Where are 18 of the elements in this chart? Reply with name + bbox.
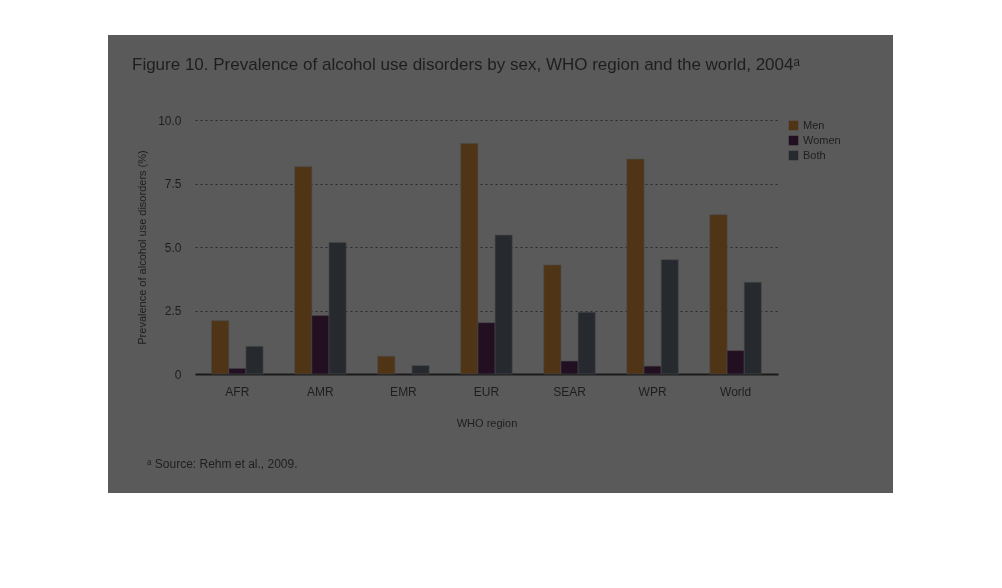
legend-label: Both [803,148,826,161]
y-tick-label: 10.0 [158,113,182,128]
x-tick-label: AFR [225,384,250,399]
chart-title: Figure 10. Prevalence of alcohol use disorders by sex, WHO region and the world, 2004ᵃ [132,55,801,74]
x-axis-title: WHO region [456,416,518,429]
x-tick-label: AMR [307,384,335,399]
x-tick-label: WPR [638,384,667,399]
x-tick-label: SEAR [553,384,587,399]
bar [377,355,396,375]
x-tick-label: EMR [390,384,418,399]
y-tick-label: 2.5 [164,304,182,318]
y-tick-label: 7.5 [164,177,182,191]
x-tick-label: EUR [473,384,500,399]
legend-label: Women [803,133,841,146]
legend-label: Men [803,118,825,131]
y-tick-label: 5.0 [164,240,182,255]
x-tick-label: World [720,384,752,399]
bar [411,365,430,375]
